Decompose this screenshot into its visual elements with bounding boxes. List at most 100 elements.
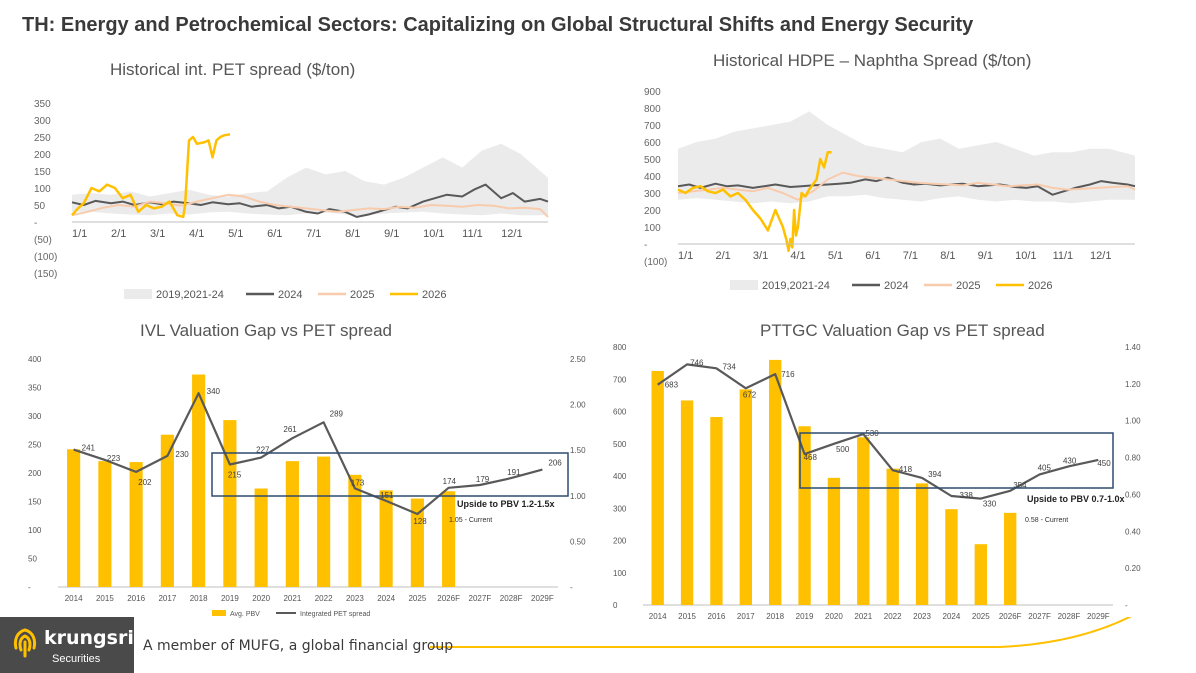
right-tick-label: 1.00	[1125, 417, 1141, 426]
data-label: 191	[507, 468, 521, 477]
legend-label: 2025	[956, 280, 980, 292]
data-label: 173	[351, 478, 365, 487]
left-tick-label: 50	[28, 555, 37, 564]
y-tick-label: 300	[644, 189, 661, 200]
x-tick-label: 2019	[796, 612, 814, 621]
x-tick-label: 2018	[190, 594, 208, 603]
data-label: 215	[228, 470, 242, 479]
pttgc-valuation-chart: 800 700 600 500 400 300 200 100 0 1.40 1.20 1.00 0.8…	[613, 343, 1141, 621]
legend-label: 2024	[884, 280, 908, 292]
x-tick-label: 11/1	[1053, 250, 1074, 262]
y-tick-label: -	[34, 218, 37, 229]
y-tick-label: 200	[644, 206, 661, 217]
upside-label: Upside to PBV 0.7-1.0x	[1027, 494, 1125, 504]
x-tick-label: 2025	[408, 594, 426, 603]
y-tick-label: 700	[644, 121, 661, 132]
right-tick-label: 1.40	[1125, 343, 1141, 352]
right-tick-label: 0.40	[1125, 527, 1141, 536]
x-tick-label: 5/1	[828, 250, 843, 262]
bar-2023	[915, 483, 929, 605]
left-tick-label: -	[28, 583, 31, 592]
y-tick-label: 350	[34, 99, 51, 110]
data-label: 202	[138, 478, 152, 487]
bar-2024	[945, 509, 958, 605]
x-tick-label: 2023	[913, 612, 931, 621]
data-label: 128	[413, 517, 427, 526]
x-tick-label: 2027F	[1028, 612, 1051, 621]
data-label: 430	[1063, 456, 1077, 465]
x-tick-label: 2026F	[437, 594, 460, 603]
x-tick-label: 2029F	[1087, 612, 1110, 621]
bar-2015	[98, 461, 112, 587]
series-line-2026	[677, 150, 832, 253]
x-tick-label: 2017	[158, 594, 176, 603]
x-tick-label: 10/1	[423, 228, 444, 240]
left-tick-label: 600	[613, 408, 627, 417]
legend-label: 2019,2021-24	[156, 289, 224, 301]
left-tick-label: 200	[28, 469, 42, 478]
brand-subtitle: Securities	[52, 653, 101, 665]
bar-2018	[192, 374, 206, 587]
current-pbv-label: 0.58 - Current	[1025, 517, 1068, 524]
left-tick-label: 250	[28, 441, 42, 450]
x-tick-label: 2021	[854, 612, 872, 621]
x-tick-label: 2015	[96, 594, 114, 603]
y-tick-label: (100)	[34, 252, 57, 263]
x-tick-label: 2014	[649, 612, 667, 621]
series-line-2026	[71, 133, 231, 219]
series-line-2025	[677, 171, 1136, 201]
left-tick-label: 150	[28, 498, 42, 507]
x-tick-label: 12/1	[501, 228, 522, 240]
bar-2026F	[1004, 512, 1017, 605]
x-tick-label: 6/1	[267, 228, 282, 240]
x-tick-label: 2022	[884, 612, 902, 621]
footer-swoosh-curve	[430, 617, 1132, 648]
data-label: 683	[665, 381, 679, 390]
x-tick-label: 6/1	[865, 250, 880, 262]
x-tick-label: 2020	[825, 612, 843, 621]
data-label: 672	[743, 390, 757, 399]
ivl-valuation-chart: 400 350 300 250 200 150 100 50 - 2.50 2.00 1.50 1.00…	[28, 355, 586, 618]
x-tick-label: 9/1	[978, 250, 993, 262]
data-label: 261	[283, 425, 297, 434]
data-label: 338	[959, 491, 973, 500]
right-tick-label: 2.50	[570, 355, 586, 364]
data-label: 174	[443, 477, 457, 486]
x-tick-label: 2/1	[111, 228, 126, 240]
x-tick-label: 2016	[708, 612, 726, 621]
bar-2018	[769, 359, 782, 605]
bar-2025	[410, 498, 424, 587]
data-label: 223	[107, 454, 121, 463]
x-tick-label: 8/1	[940, 250, 955, 262]
x-tick-label: 2017	[737, 612, 755, 621]
bar-2016	[710, 417, 723, 605]
y-tick-label: 50	[34, 201, 46, 212]
data-label: 230	[175, 450, 189, 459]
data-label: 179	[476, 475, 490, 484]
right-tick-label: 1.00	[570, 492, 586, 501]
left-tick-label: 800	[613, 343, 627, 352]
right-tick-label: 0.20	[1125, 564, 1141, 573]
x-tick-label: 1/1	[678, 250, 693, 262]
left-tick-label: 0	[613, 601, 618, 610]
data-label: 746	[690, 358, 704, 367]
brand-name: krungsri	[44, 627, 134, 649]
bar-2014	[651, 370, 664, 605]
data-label: 289	[330, 409, 344, 418]
y-tick-label: 150	[34, 167, 51, 178]
pet-spread-chart: 350 300 250 200 150 100 50 - (50) (100) (150) 1/1 2/…	[34, 99, 549, 301]
bar-2019	[798, 426, 811, 605]
y-tick-label: (50)	[34, 235, 52, 246]
series-line-2025	[71, 193, 549, 218]
data-label: 405	[1038, 463, 1052, 472]
bar-2020	[827, 477, 841, 605]
krungsri-logo-icon	[13, 628, 37, 658]
legend-label: Avg. PBV	[230, 611, 260, 618]
bar-2014	[67, 449, 81, 587]
x-tick-label: 2026F	[999, 612, 1022, 621]
data-label: 241	[82, 444, 96, 453]
bar-2022	[886, 468, 899, 605]
upside-box	[211, 452, 569, 497]
legend-swatch-band	[124, 289, 152, 299]
x-tick-label: 2020	[252, 594, 270, 603]
